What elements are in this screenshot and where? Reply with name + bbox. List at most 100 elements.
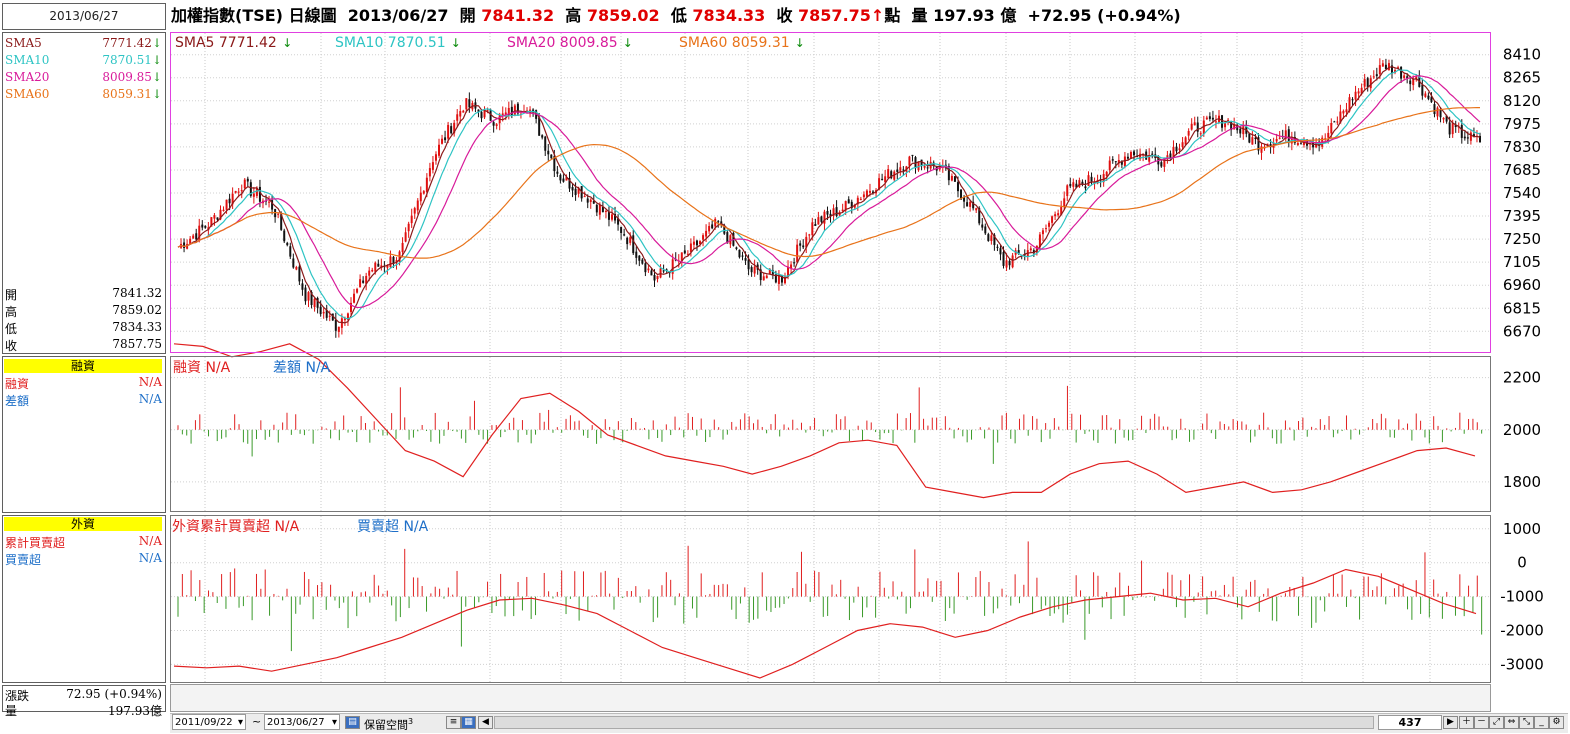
candle-body bbox=[234, 190, 237, 193]
zoom-out-icon[interactable]: － bbox=[1474, 716, 1489, 729]
scroll-right-icon[interactable]: ▶ bbox=[1443, 716, 1458, 729]
candle-body bbox=[1090, 176, 1093, 182]
candle-body bbox=[981, 224, 984, 228]
candle-body bbox=[635, 251, 638, 258]
candle-body bbox=[1017, 250, 1020, 254]
chart-title: 加權指數(TSE) 日線圖 bbox=[171, 6, 337, 25]
candle-body bbox=[796, 244, 799, 263]
candle-body bbox=[1160, 162, 1163, 167]
sma20-value-wrap: 8009.85↓ bbox=[102, 70, 162, 84]
candle-body bbox=[507, 107, 510, 115]
candle-body bbox=[1242, 126, 1245, 135]
candle-body bbox=[956, 182, 959, 192]
candle-body bbox=[1306, 139, 1309, 146]
sidebar-summary-panel bbox=[2, 685, 166, 712]
candle-body bbox=[1412, 79, 1415, 86]
sma60-value-wrap: 8059.31↓ bbox=[102, 87, 162, 101]
candle-body bbox=[868, 190, 871, 193]
candle-body bbox=[301, 283, 304, 290]
candle-body bbox=[1063, 198, 1066, 207]
candle-body bbox=[759, 269, 762, 281]
candle-body bbox=[787, 266, 790, 276]
shrink-icon[interactable]: ⤡ bbox=[1519, 716, 1534, 729]
sma-line-sma5 bbox=[177, 66, 1481, 324]
period-icon[interactable]: ▤ bbox=[345, 716, 360, 729]
candle-body bbox=[1123, 156, 1126, 167]
low-label: 低 bbox=[5, 322, 18, 336]
candle-body bbox=[377, 263, 380, 267]
candle-body bbox=[204, 225, 207, 228]
candle-body bbox=[1312, 142, 1315, 148]
change-label: 漲跌 bbox=[5, 689, 30, 703]
candle-body bbox=[1369, 78, 1372, 89]
sma60-value: 8059.31 bbox=[102, 87, 152, 101]
sma20-label: SMA20 bbox=[5, 70, 50, 84]
candle-layer bbox=[180, 58, 1481, 338]
candle-body bbox=[343, 318, 346, 321]
settings-icon[interactable]: ⚙ bbox=[1549, 716, 1564, 729]
zoom-in-icon[interactable]: ＋ bbox=[1459, 716, 1474, 729]
candle-body bbox=[884, 176, 887, 183]
sma-legend-item: SMA5 7771.42 bbox=[175, 35, 277, 51]
candle-body bbox=[611, 214, 613, 220]
candle-body bbox=[456, 114, 459, 121]
candle-body bbox=[1087, 175, 1090, 186]
y-tick-label: -2000 bbox=[1500, 622, 1544, 640]
candle-body bbox=[428, 168, 431, 177]
candle-body bbox=[617, 218, 620, 225]
minimize-icon[interactable]: _ bbox=[1534, 716, 1549, 729]
start-date-field[interactable]: 2011/09/22 ▾ bbox=[172, 714, 246, 730]
horizontal-scrollbar[interactable] bbox=[494, 716, 1374, 729]
down-arrow-icon: ↓ bbox=[151, 36, 162, 50]
date-axis-frame bbox=[170, 684, 1491, 712]
candle-body bbox=[920, 159, 923, 167]
candle-body bbox=[1190, 123, 1193, 130]
margin-legend-item: 差額 N/A bbox=[273, 360, 331, 376]
candle-body bbox=[1041, 230, 1044, 235]
candle-body bbox=[252, 193, 255, 197]
header-volume-value: 197.93 億 bbox=[933, 6, 1017, 25]
y-tick-label: -3000 bbox=[1500, 655, 1544, 673]
sma-legend-item: SMA60 8059.31 bbox=[679, 35, 790, 51]
fit-icon[interactable]: ⇔ bbox=[1504, 716, 1519, 729]
candle-body bbox=[1378, 65, 1381, 75]
candle-body bbox=[847, 199, 850, 204]
candle-body bbox=[926, 167, 929, 169]
candle-body bbox=[492, 122, 495, 126]
candle-body bbox=[1172, 146, 1175, 158]
candle-body bbox=[1433, 104, 1436, 115]
candle-body bbox=[1351, 99, 1354, 101]
candle-body bbox=[1184, 137, 1187, 145]
candle-body bbox=[298, 266, 301, 282]
candle-body bbox=[1366, 78, 1369, 87]
scroll-left-icon[interactable]: ◀ bbox=[478, 716, 493, 729]
candle-body bbox=[762, 276, 765, 281]
candle-body bbox=[1394, 70, 1397, 73]
candle-body bbox=[1105, 171, 1108, 176]
candle-body bbox=[286, 242, 289, 246]
candle-body bbox=[319, 306, 322, 315]
candle-body bbox=[271, 200, 274, 210]
candle-body bbox=[1466, 137, 1469, 139]
bar-count-field[interactable]: 437 bbox=[1378, 715, 1442, 730]
candle-body bbox=[1129, 151, 1132, 159]
sma10-value-wrap: 7870.51↓ bbox=[102, 53, 162, 67]
candle-body bbox=[1084, 186, 1087, 189]
spin-up-icon[interactable]: ≡ bbox=[446, 716, 461, 729]
candle-body bbox=[1069, 183, 1072, 187]
header-volume-label: 量 bbox=[911, 6, 928, 25]
expand-icon[interactable]: ⤢ bbox=[1489, 716, 1504, 729]
candle-body bbox=[1151, 153, 1154, 155]
diff-value: N/A bbox=[138, 392, 162, 406]
end-date-field[interactable]: 2013/06/27 ▾ bbox=[264, 714, 340, 730]
candle-body bbox=[1002, 252, 1005, 266]
candle-body bbox=[586, 198, 589, 203]
candle-body bbox=[192, 235, 195, 239]
candle-body bbox=[547, 150, 550, 155]
candle-body bbox=[872, 191, 875, 193]
candle-body bbox=[711, 224, 714, 229]
candle-body bbox=[562, 178, 565, 182]
candle-body bbox=[671, 259, 674, 274]
period-switch-icon[interactable]: ▦ bbox=[461, 716, 476, 729]
y-tick-label: 7540 bbox=[1503, 184, 1541, 202]
